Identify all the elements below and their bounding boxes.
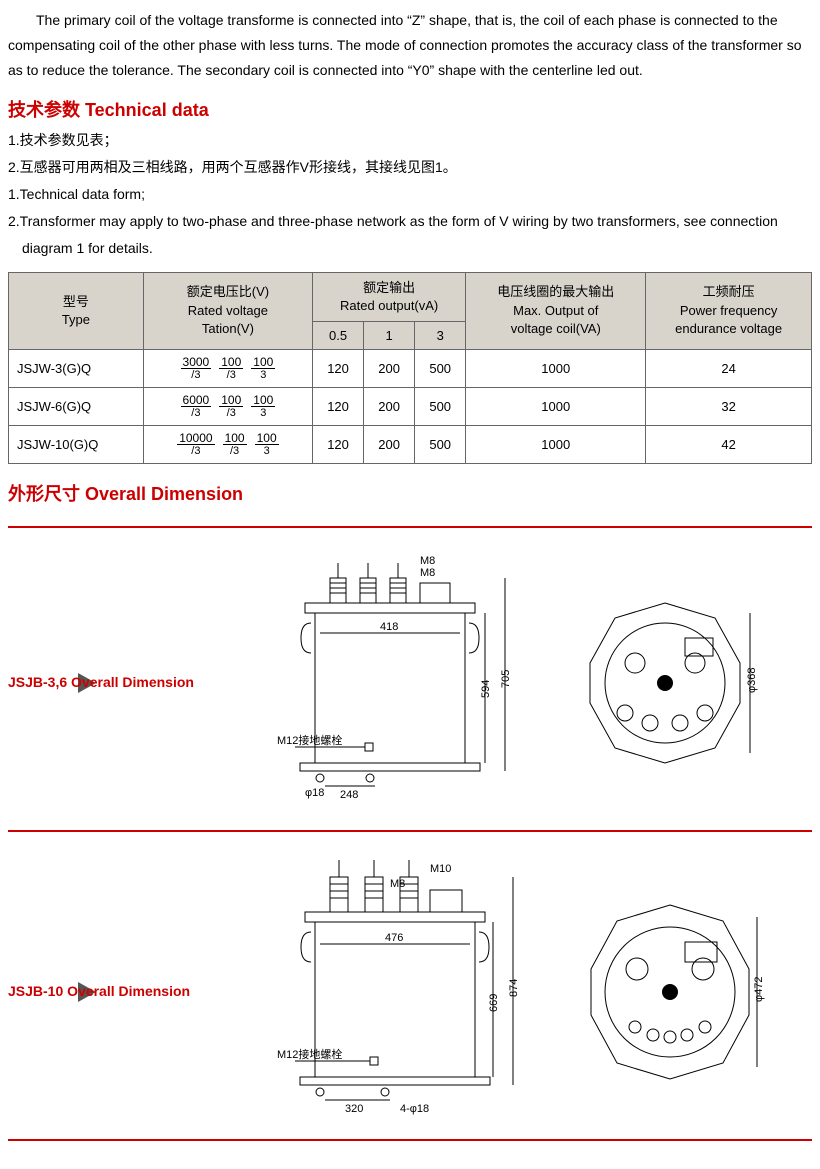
notes-block: 1.技术参数见表； 2.互感器可用两相及三相线路，用两个互感器作V形接线，其接线… — [8, 128, 812, 262]
table-cell: 500 — [415, 349, 466, 387]
table-cell: 1000 — [466, 349, 646, 387]
technical-data-heading: 技术参数 Technical data — [8, 96, 812, 122]
table-cell: JSJW-10(G)Q — [9, 425, 144, 463]
th-power-freq: 工频耐压 Power frequency endurance voltage — [646, 272, 812, 349]
front-view-drawing: 418 594 705 M8 M8 M12接地螺栓 φ18 248 — [275, 548, 535, 818]
table-row: JSJW-3(G)Q3000/3100/31003120200500100024 — [9, 349, 812, 387]
svg-text:594: 594 — [480, 680, 492, 698]
note-line: 1.技术参数见表； — [8, 128, 812, 153]
note-line: diagram 1 for details. — [8, 236, 812, 261]
svg-text:M8: M8 — [420, 555, 435, 567]
table-cell: 42 — [646, 425, 812, 463]
svg-text:M8: M8 — [390, 878, 405, 890]
table-cell: 120 — [313, 425, 364, 463]
top-view-drawing: φ368 — [565, 548, 775, 818]
table-cell: 120 — [313, 349, 364, 387]
table-cell: 120 — [313, 387, 364, 425]
svg-text:476: 476 — [385, 932, 403, 944]
note-line: 2.Transformer may apply to two-phase and… — [8, 209, 812, 234]
svg-text:418: 418 — [380, 621, 398, 633]
th-sub: 0.5 — [313, 321, 364, 349]
dimension-label: JSJB-10 Overall Dimension — [8, 983, 190, 999]
svg-text:248: 248 — [340, 789, 358, 801]
overall-dimension-heading: 外形尺寸 Overall Dimension — [8, 480, 812, 506]
table-cell: 200 — [364, 425, 415, 463]
table-cell: JSJW-3(G)Q — [9, 349, 144, 387]
table-row: JSJW-10(G)Q10000/3100/310031202005001000… — [9, 425, 812, 463]
table-cell: 200 — [364, 349, 415, 387]
th-max-output: 电压线圈的最大输出 Max. Output of voltage coil(VA… — [466, 272, 646, 349]
table-cell: 1000 — [466, 387, 646, 425]
svg-text:M12接地螺栓: M12接地螺栓 — [277, 1047, 342, 1061]
divider — [8, 526, 812, 528]
table-cell: 24 — [646, 349, 812, 387]
svg-text:4-φ18: 4-φ18 — [400, 1103, 429, 1115]
table-cell: 200 — [364, 387, 415, 425]
svg-text:M10: M10 — [430, 863, 451, 875]
svg-text:φ18: φ18 — [305, 787, 324, 799]
th-rated-output: 额定输出 Rated output(vA) — [313, 272, 466, 321]
svg-text:669: 669 — [488, 994, 500, 1012]
table-row: JSJW-6(G)Q6000/3100/31003120200500100032 — [9, 387, 812, 425]
technical-data-table: 型号 Type 额定电压比(V) Rated voltage Tation(V)… — [8, 272, 812, 464]
svg-text:M12接地螺栓: M12接地螺栓 — [277, 733, 342, 747]
svg-text:705: 705 — [500, 670, 512, 688]
th-rated-voltage: 额定电压比(V) Rated voltage Tation(V) — [143, 272, 312, 349]
dimension-label: JSJB-3,6 Overall Dimension — [8, 674, 194, 690]
table-cell: 6000/3100/31003 — [143, 387, 312, 425]
intro-paragraph: The primary coil of the voltage transfor… — [8, 8, 812, 84]
svg-text:874: 874 — [508, 979, 520, 997]
svg-text:320: 320 — [345, 1103, 363, 1115]
table-cell: 500 — [415, 387, 466, 425]
th-sub: 1 — [364, 321, 415, 349]
table-cell: JSJW-6(G)Q — [9, 387, 144, 425]
front-view-drawing: 476 669 874 M10 M8 M12接地螺栓 320 4-φ18 — [275, 852, 535, 1132]
top-view-drawing: φ472 — [565, 852, 775, 1132]
table-cell: 10000/3100/31003 — [143, 425, 312, 463]
th-type: 型号 Type — [9, 272, 144, 349]
divider — [8, 1139, 812, 1141]
table-cell: 1000 — [466, 425, 646, 463]
note-line: 2.互感器可用两相及三相线路，用两个互感器作V形接线，其接线见图1。 — [8, 155, 812, 180]
note-line: 1.Technical data form; — [8, 182, 812, 207]
svg-text:φ472: φ472 — [753, 976, 765, 1002]
table-cell: 32 — [646, 387, 812, 425]
table-cell: 500 — [415, 425, 466, 463]
svg-text:M8: M8 — [420, 567, 435, 579]
svg-text:φ368: φ368 — [746, 667, 758, 693]
table-cell: 3000/3100/31003 — [143, 349, 312, 387]
divider — [8, 830, 812, 832]
th-sub: 3 — [415, 321, 466, 349]
